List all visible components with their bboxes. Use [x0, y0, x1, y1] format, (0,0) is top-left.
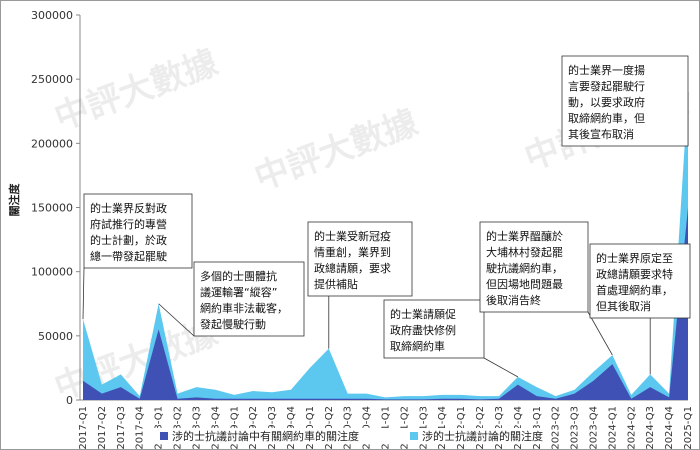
- x-tick-label: 2024-Q4: [664, 406, 675, 450]
- x-tick-label: 2018-Q4: [210, 406, 221, 450]
- x-tick-label: 2018-Q2: [173, 406, 184, 450]
- annotation-text: 的士業受新冠疫: [314, 229, 391, 243]
- y-tick-label: 200000: [31, 137, 73, 150]
- annotation-text: 動，以要求政府: [568, 95, 645, 109]
- x-tick-label: 2020-Q4: [362, 406, 373, 450]
- x-tick-label: 2024-Q1: [607, 406, 618, 450]
- annotation-text: 總一帶發起罷駛: [90, 249, 167, 263]
- x-tick-label: 2022-Q2: [475, 406, 486, 450]
- annotation-text: 府試推行的專營: [90, 217, 167, 231]
- x-tick-label: 2018-Q1: [154, 406, 165, 450]
- legend-swatch: [410, 432, 418, 440]
- annotation-text: 網約車非法載客，: [200, 301, 288, 315]
- x-tick-label: 2017-Q4: [135, 406, 146, 450]
- x-tick-label: 2021-Q4: [437, 406, 448, 450]
- annotation-text: 後取消告終: [486, 293, 541, 307]
- callout-box: [479, 221, 589, 313]
- x-tick-label: 2022-Q3: [494, 406, 505, 450]
- x-tick-label: 2025-Q1: [683, 406, 694, 450]
- annotation-text: 政總請願要求特: [596, 267, 673, 281]
- callout-pointer: [158, 303, 195, 337]
- x-tick-label: 2017-Q1: [78, 406, 89, 450]
- x-tick-label: 2019-Q1: [229, 406, 240, 450]
- annotation-text: 政總請願，要求: [314, 261, 391, 275]
- y-axis-label: 關注度: [7, 183, 21, 217]
- callout-box: [193, 261, 305, 337]
- x-tick-label: 2021-Q3: [418, 406, 429, 450]
- x-tick-label: 2020-Q3: [343, 406, 354, 450]
- legend-swatch: [160, 432, 168, 440]
- y-tick-label: 0: [66, 394, 73, 407]
- annotation-text: 的士業界反對政: [90, 201, 167, 215]
- x-tick-label: 2019-Q4: [286, 406, 297, 450]
- y-tick-label: 300000: [31, 9, 73, 22]
- x-tick-label: 2024-Q3: [645, 406, 656, 450]
- x-tick-label: 2024-Q2: [626, 406, 637, 450]
- callout-pointer: [82, 267, 85, 320]
- annotation-text: 言要發起罷駛行: [568, 79, 645, 93]
- annotation-text: 但因場地問題最: [486, 278, 563, 291]
- x-tick-label: 2019-Q3: [267, 406, 278, 450]
- annotation-text: 首處理網約車，: [596, 283, 673, 297]
- x-tick-label: 2021-Q1: [381, 406, 392, 450]
- annotation-text: 的士業界原定至: [596, 251, 673, 265]
- x-tick-label: 2017-Q2: [97, 406, 108, 450]
- x-tick-label: 2019-Q2: [248, 406, 259, 450]
- annotation-text: 其後宣布取消: [568, 127, 634, 141]
- annotation-text: 取締網約車，但: [568, 111, 645, 125]
- callout-box: [383, 299, 485, 359]
- annotation-text: 但其後取消: [596, 299, 651, 313]
- x-tick-label: 2021-Q2: [399, 406, 410, 450]
- x-tick-label: 2018-Q3: [191, 406, 202, 450]
- x-tick-label: 2023-Q2: [551, 406, 562, 450]
- callout-box: [307, 221, 413, 297]
- y-tick-label: 100000: [31, 266, 73, 279]
- annotation-text: 多個的士團體抗: [200, 269, 277, 283]
- annotation-text: 情重創，業界到: [314, 245, 391, 259]
- legend-label: 涉的士抗議討論的關注度: [422, 429, 543, 443]
- x-tick-label: 2017-Q3: [116, 406, 127, 450]
- annotation-text: 政府盡快修例: [390, 323, 456, 337]
- y-tick-label: 150000: [31, 202, 73, 215]
- callout-box: [589, 243, 691, 319]
- annotation-text: 駛抗議網約車，: [486, 261, 563, 275]
- callout-box: [83, 193, 193, 269]
- annotation-text: 取締網約車: [390, 339, 445, 353]
- x-tick-label: 2020-Q1: [305, 406, 316, 450]
- y-tick-label: 250000: [31, 73, 73, 86]
- legend-label: 涉的士抗議討論中有關網約車的關注度: [172, 429, 359, 443]
- x-tick-label: 2020-Q2: [324, 406, 335, 450]
- x-tick-label: 2023-Q4: [588, 406, 599, 450]
- callout-pointer: [483, 357, 519, 378]
- annotation-text: 的士計劃，於政: [90, 233, 167, 247]
- annotation-text: 的士業請願促: [390, 307, 456, 321]
- annotation-text: 提供補貼: [314, 277, 358, 291]
- annotation-text: 的士業界一度揚: [568, 63, 645, 77]
- callout-box: [561, 55, 689, 147]
- y-tick-label: 50000: [38, 330, 73, 343]
- x-tick-label: 2022-Q1: [456, 406, 467, 450]
- legend-bg: [150, 428, 550, 444]
- annotation-text: 大埔林村發起罷: [486, 245, 563, 259]
- annotation-text: 的士業界醞釀於: [486, 229, 563, 243]
- annotation-text: 發起慢駛行動: [200, 317, 266, 331]
- annotation-text: 議運輸署“縱容”: [200, 285, 277, 299]
- x-tick-label: 2022-Q4: [513, 406, 524, 450]
- x-tick-label: 2023-Q3: [570, 406, 581, 450]
- x-tick-label: 2023-Q1: [532, 406, 543, 450]
- callout-pointer: [587, 311, 613, 356]
